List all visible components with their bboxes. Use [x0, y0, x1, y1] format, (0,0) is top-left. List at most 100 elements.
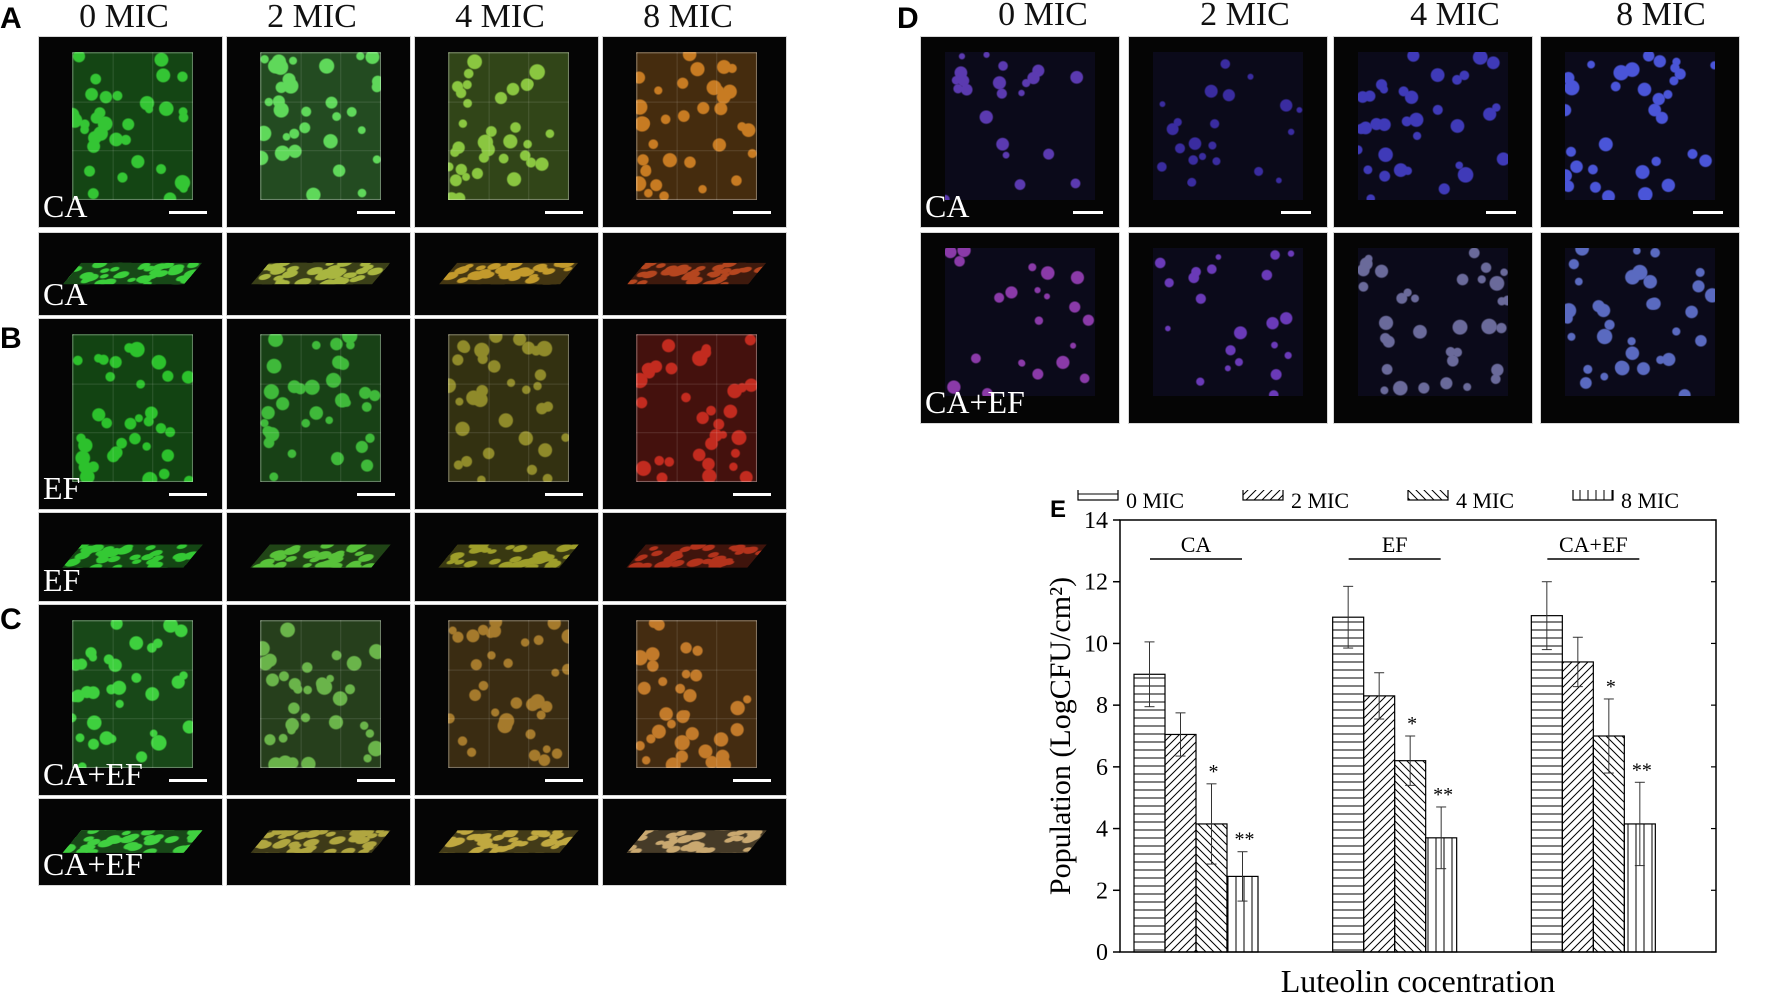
- panel-letter-c: C: [0, 603, 22, 636]
- micrograph-side-r1-c2: [414, 232, 599, 316]
- significance-mark: **: [1433, 784, 1453, 806]
- micrograph-field: [259, 334, 381, 483]
- panel-letter-d: D: [897, 2, 919, 35]
- scale-bar: [545, 210, 584, 214]
- micrograph-field: [438, 544, 579, 568]
- confocal-field: [1564, 52, 1716, 201]
- micrograph-field: [635, 334, 757, 483]
- axis-grid-overlay: [635, 620, 757, 769]
- group-label: CA: [1181, 532, 1212, 557]
- micrograph-field: [447, 334, 569, 483]
- micrograph-field: [71, 334, 193, 483]
- y-axis-label: Population (LogCFU/cm²): [1044, 577, 1077, 895]
- micrograph-side-r5-c2: [414, 798, 599, 886]
- significance-mark: *: [1606, 676, 1616, 698]
- row-label: CA: [43, 188, 88, 224]
- legend-label: 4 MIC: [1456, 490, 1514, 513]
- scale-bar: [733, 492, 772, 496]
- scale-bar: [1073, 210, 1104, 214]
- row-label: CA+EF: [43, 756, 143, 792]
- micrograph-top-r2-c1: [226, 318, 411, 510]
- significance-mark: **: [1632, 759, 1652, 781]
- confocal-field: [944, 52, 1096, 201]
- micrograph-top-r2-c0: EF: [38, 318, 223, 510]
- legend-swatch: [1077, 490, 1119, 501]
- y-tick-label: 6: [1096, 755, 1108, 781]
- panel-letter-e: E: [1050, 496, 1066, 523]
- confocal-r1-c1: [1128, 232, 1328, 424]
- micrograph-side-r1-c0: CA: [38, 232, 223, 316]
- micrograph-side-r1-c1: [226, 232, 411, 316]
- y-tick-label: 12: [1084, 570, 1108, 596]
- bar-chart-e: E 0 2 4 6 8 10 12 14 Population (LogCFU/cm²) Lute…: [1044, 490, 1717, 999]
- d-col-header-3: 8 MIC: [1616, 0, 1706, 33]
- confocal-field: [1152, 248, 1304, 397]
- confocal-r0-c0: CA: [920, 36, 1120, 228]
- micrograph-field: [438, 829, 579, 853]
- bar: [1394, 760, 1427, 953]
- row-label: EF: [43, 470, 81, 506]
- legend-label: 2 MIC: [1291, 490, 1349, 513]
- micrograph-top-r0-c0: CA: [38, 36, 223, 228]
- axis-grid-overlay: [447, 620, 569, 769]
- micrograph-field: [250, 829, 391, 853]
- micrograph-field: [635, 620, 757, 769]
- scale-bar: [357, 492, 396, 496]
- scale-bar: [1486, 210, 1517, 214]
- row-label: CA: [43, 276, 88, 312]
- micrograph-top-r4-c2: [414, 604, 599, 796]
- micrograph-field: [259, 620, 381, 769]
- row-label: CA: [925, 188, 970, 224]
- left-col-header-0: 0 MIC: [79, 0, 169, 35]
- micrograph-side-r3-c3: [602, 512, 787, 602]
- legend-label: 0 MIC: [1126, 490, 1184, 513]
- y-tick-label: 10: [1084, 631, 1108, 657]
- scale-bar: [545, 778, 584, 782]
- micrograph-field: [250, 262, 390, 285]
- significance-mark: *: [1407, 713, 1417, 735]
- micrograph-field: [447, 52, 569, 201]
- confocal-field: [1357, 52, 1509, 201]
- confocal-r1-c3: [1540, 232, 1740, 424]
- confocal-field: [1357, 248, 1509, 397]
- scale-bar: [169, 210, 208, 214]
- axis-grid-overlay: [71, 620, 193, 769]
- micrograph-field: [626, 262, 766, 285]
- confocal-r1-c0: CA+EF: [920, 232, 1120, 424]
- axis-grid-overlay: [635, 52, 757, 201]
- confocal-field: [1152, 52, 1304, 201]
- y-tick-label: 0: [1096, 940, 1108, 966]
- legend-swatch: [1572, 490, 1614, 501]
- micrograph-field: [250, 544, 391, 568]
- significance-mark: **: [1235, 829, 1255, 851]
- micrograph-top-r4-c0: CA+EF: [38, 604, 223, 796]
- bar: [1332, 616, 1365, 953]
- bar: [1561, 661, 1594, 953]
- micrograph-top-r4-c1: [226, 604, 411, 796]
- group-label: EF: [1382, 532, 1408, 557]
- micrograph-field: [447, 620, 569, 769]
- x-axis-label: Luteolin cocentration: [1281, 963, 1556, 999]
- micrograph-side-r3-c2: [414, 512, 599, 602]
- micrograph-field: [438, 262, 578, 285]
- confocal-r0-c3: [1540, 36, 1740, 228]
- scale-bar: [169, 778, 208, 782]
- panel-letter-b: B: [0, 322, 22, 355]
- micrograph-field: [635, 52, 757, 201]
- axis-grid-overlay: [447, 334, 569, 483]
- left-col-header-1: 2 MIC: [267, 0, 357, 35]
- micrograph-side-r3-c1: [226, 512, 411, 602]
- micrograph-side-r5-c3: [602, 798, 787, 886]
- micrograph-field: [626, 829, 767, 853]
- y-tick-label: 14: [1084, 508, 1108, 534]
- scale-bar: [357, 778, 396, 782]
- axis-grid-overlay: [71, 52, 193, 201]
- confocal-field: [1564, 248, 1716, 397]
- confocal-r1-c2: [1333, 232, 1533, 424]
- group-label: CA+EF: [1559, 532, 1628, 557]
- scale-bar: [357, 210, 396, 214]
- micrograph-top-r2-c2: [414, 318, 599, 510]
- micrograph-side-r5-c0: CA+EF: [38, 798, 223, 886]
- micrograph-top-r0-c1: [226, 36, 411, 228]
- confocal-r0-c2: [1333, 36, 1533, 228]
